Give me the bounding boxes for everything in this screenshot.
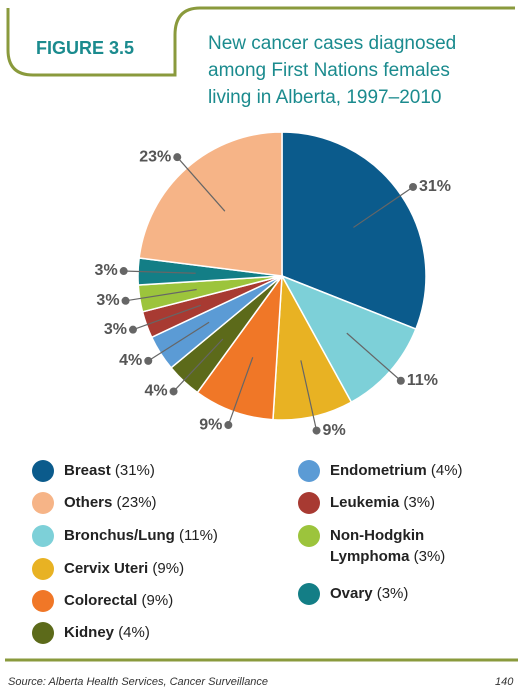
leader-dot	[409, 182, 418, 191]
legend-item: Others (23%)	[32, 492, 224, 514]
legend-name: Ovary	[330, 585, 373, 602]
legend-text: Cervix Uteri (9%)	[64, 558, 224, 579]
data-label: 31%	[419, 178, 451, 195]
leader-line	[123, 270, 196, 274]
legend-name: Bronchus/Lung	[64, 527, 175, 544]
data-label: 23%	[139, 148, 171, 165]
leader-dot	[173, 153, 182, 162]
chart-title: New cancer cases diagnosed among First N…	[208, 33, 457, 108]
legend-value: (4%)	[430, 462, 463, 479]
leader-dot	[144, 356, 153, 365]
leader-line	[300, 360, 318, 431]
legend-text: Colorectal (9%)	[64, 590, 224, 611]
legend-swatch	[32, 558, 54, 580]
leader-line	[125, 288, 197, 302]
data-label: 4%	[119, 352, 142, 369]
legend-item: Breast (31%)	[32, 460, 224, 482]
header-frame	[6, 6, 515, 77]
leader-line	[147, 321, 210, 362]
data-label: 9%	[199, 416, 222, 433]
legend-swatch	[298, 460, 320, 482]
page-number: 140	[495, 676, 514, 688]
data-label: 11%	[407, 372, 438, 389]
leader-line	[132, 304, 201, 331]
leader-dot	[169, 387, 178, 396]
legend-name: Cervix Uteri	[64, 560, 149, 577]
leader-dot	[224, 421, 233, 430]
leader-dot	[396, 376, 405, 385]
leader-dot	[121, 296, 130, 305]
legend-swatch	[32, 590, 54, 612]
legend-name: Others	[64, 494, 113, 511]
legend-value: (23%)	[116, 494, 157, 511]
legend-value: (3%)	[413, 548, 446, 565]
legend-item: Non-Hodgkin Lymphoma (3%)	[298, 525, 490, 567]
legend-name: Kidney	[64, 624, 115, 641]
legend-item: Kidney (4%)	[32, 622, 224, 644]
legend-text: Kidney (4%)	[64, 622, 224, 643]
leader-dot	[128, 325, 137, 334]
legend-item: Endometrium (4%)	[298, 460, 490, 482]
leader-dot	[119, 267, 128, 276]
legend-swatch	[298, 525, 320, 547]
legend-value: (11%)	[179, 527, 218, 544]
data-label: 3%	[96, 292, 119, 309]
legend-text: Bronchus/Lung (11%)	[64, 525, 224, 546]
legend-swatch	[32, 460, 54, 482]
data-label: 3%	[95, 262, 118, 279]
legend-item: Leukemia (3%)	[298, 492, 490, 514]
legend-value: (4%)	[118, 624, 150, 641]
legend-value: (31%)	[114, 462, 155, 479]
legend-name: Endometrium	[330, 462, 427, 479]
legend-name: Non-Hodgkin Lymphoma	[330, 527, 425, 565]
legend-item: Bronchus/Lung (11%)	[32, 525, 224, 547]
legend-value: (3%)	[403, 494, 436, 511]
legend-swatch	[32, 622, 54, 644]
leader-line	[173, 338, 224, 392]
legend-name: Leukemia	[330, 494, 400, 511]
legend-name: Colorectal	[64, 592, 138, 609]
data-label: 4%	[144, 383, 167, 400]
legend-value: (9%)	[141, 592, 174, 609]
legend-name: Breast	[64, 462, 111, 479]
source: Source: Alberta Health Services, Cancer …	[8, 676, 269, 688]
legend-text: Non-Hodgkin Lymphoma (3%)	[330, 525, 490, 567]
legend-swatch	[298, 583, 320, 605]
data-label: 9%	[323, 422, 346, 439]
legend-value: (9%)	[152, 560, 185, 577]
legend-item: Ovary (3%)	[298, 583, 490, 605]
leader-dot	[312, 426, 321, 435]
legend-text: Others (23%)	[64, 492, 224, 513]
leader-line	[346, 332, 402, 382]
leader-line	[227, 357, 254, 426]
legend-swatch	[32, 525, 54, 547]
leader-line	[176, 156, 226, 212]
legend-text: Breast (31%)	[64, 460, 224, 481]
legend-text: Endometrium (4%)	[330, 460, 490, 481]
figure-label: FIGURE 3.5	[36, 38, 135, 58]
legend-item: Cervix Uteri (9%)	[32, 558, 224, 580]
legend-value: (3%)	[376, 585, 409, 602]
legend-swatch	[32, 492, 54, 514]
leader-line	[353, 186, 414, 228]
data-label: 3%	[104, 321, 127, 338]
legend-text: Ovary (3%)	[330, 583, 490, 604]
legend-text: Leukemia (3%)	[330, 492, 490, 513]
legend-item: Colorectal (9%)	[32, 590, 224, 612]
legend-swatch	[298, 492, 320, 514]
